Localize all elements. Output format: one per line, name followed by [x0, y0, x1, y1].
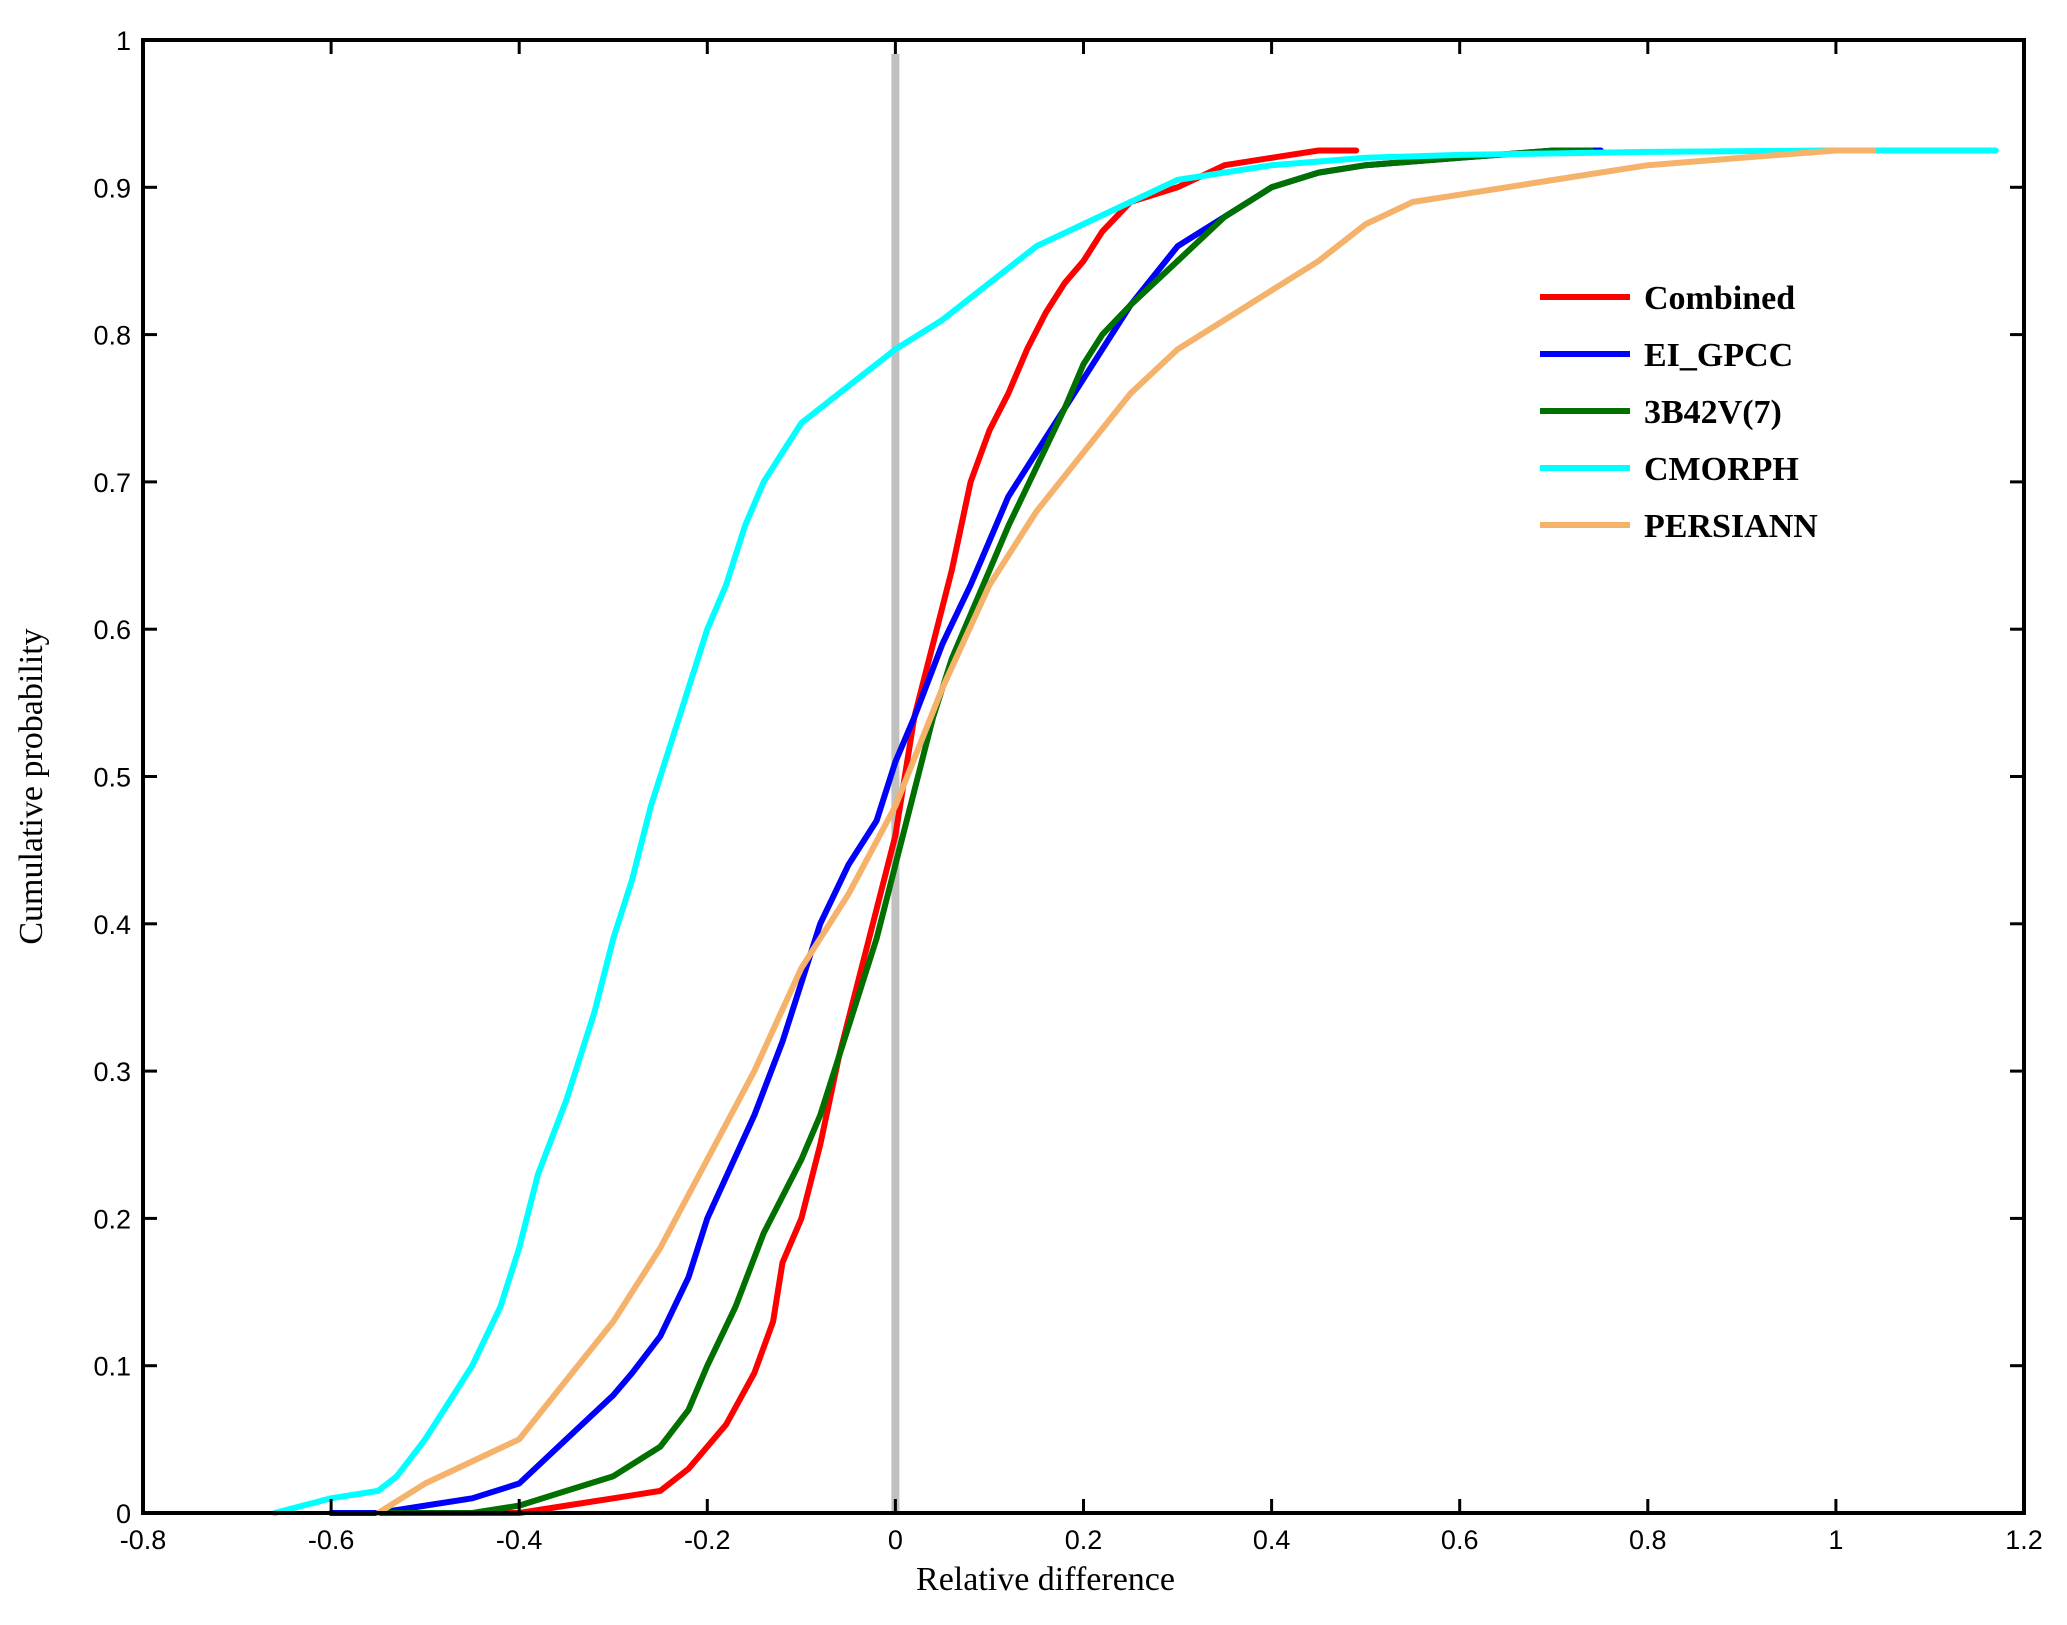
x-axis-label: Relative difference	[916, 1561, 1175, 1598]
legend-label: Combined	[1644, 280, 1795, 317]
legend-label: PERSIANN	[1644, 508, 1818, 545]
x-tick-label: 0.6	[1441, 1525, 1479, 1555]
x-tick-label: 0.4	[1253, 1525, 1291, 1555]
y-axis-label: Cumulative probability	[13, 628, 50, 944]
y-tick-label: 0.8	[93, 321, 131, 351]
y-tick-label: 0	[116, 1499, 131, 1529]
y-tick-label: 0.1	[93, 1352, 131, 1382]
x-tick-label: -0.6	[308, 1525, 355, 1555]
y-tick-label: 0.9	[93, 173, 131, 203]
y-tick-label: 0.5	[93, 763, 131, 793]
y-tick-label: 0.6	[93, 615, 131, 645]
series-line-4	[375, 147, 1877, 1516]
series-line-2	[375, 147, 1595, 1516]
y-tick-label: 0.7	[93, 468, 131, 498]
series-line-0	[375, 147, 1360, 1516]
series-line-3	[271, 147, 1999, 1516]
y-tick-label: 0.2	[93, 1204, 131, 1234]
x-tick-label: -0.2	[684, 1525, 731, 1555]
x-tick-label: -0.8	[120, 1525, 167, 1555]
series-layer	[271, 147, 1999, 1516]
y-tick-label: 0.3	[93, 1057, 131, 1087]
x-tick-label: 0.8	[1629, 1525, 1667, 1555]
x-tick-label: 1.2	[2005, 1525, 2043, 1555]
x-tick-label: 1	[1828, 1525, 1843, 1555]
legend-label: 3B42V(7)	[1644, 394, 1782, 431]
ticks-layer: -0.8 -0.6 -0.4 -0.2 0 0.2 0.4 0.6 0.8 1 1.2 0 0.1 0.2…	[93, 26, 2042, 1555]
x-tick-label: 0	[888, 1525, 903, 1555]
x-tick-label: -0.4	[496, 1525, 543, 1555]
legend: Combined EI_GPCC 3B42V(7) CMORPH PERSIANN	[1540, 280, 1818, 545]
legend-label: EI_GPCC	[1644, 337, 1793, 374]
legend-label: CMORPH	[1644, 451, 1799, 488]
y-tick-label: 1	[116, 26, 131, 56]
x-tick-label: 0.2	[1065, 1525, 1103, 1555]
y-tick-label: 0.4	[93, 910, 131, 940]
